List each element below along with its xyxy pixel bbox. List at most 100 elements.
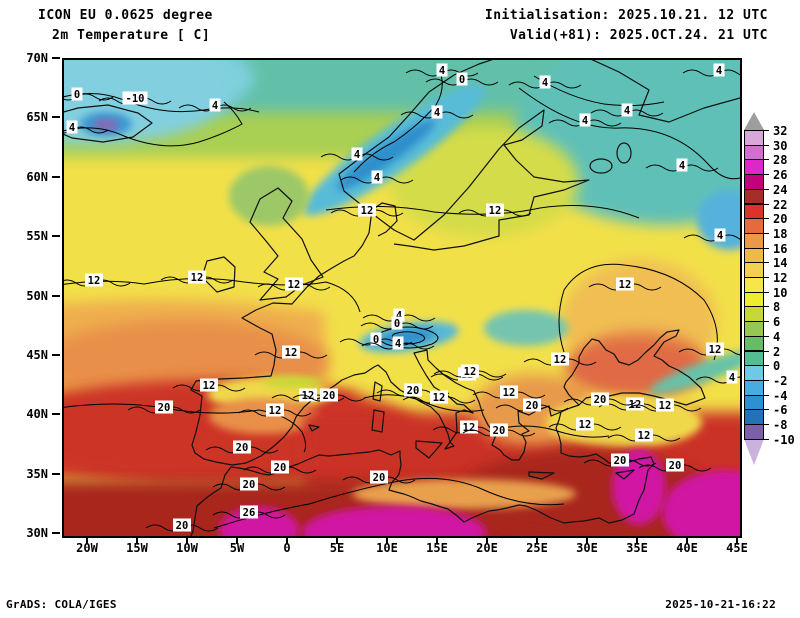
- contour-label-box: [436, 63, 448, 77]
- contour-label-value: 12: [464, 366, 477, 378]
- colorbar-segment: [744, 144, 764, 161]
- lat-tick-label: 60N: [26, 169, 48, 184]
- colorbar-tick-label: 6: [773, 315, 781, 330]
- contour-label-box: [209, 98, 221, 112]
- temperature-map: 0-10444044444444121212121212400412121212…: [62, 58, 742, 538]
- lon-tick: [536, 536, 538, 544]
- contour-label-box: [461, 364, 479, 378]
- colorbar-tick: [744, 159, 769, 161]
- colorbar-segment: [744, 247, 764, 264]
- contour-label-value: 12: [659, 400, 672, 412]
- contour-label-value: 20: [176, 520, 189, 532]
- colorbar-segment: [744, 394, 764, 411]
- contour-label-box: [285, 277, 303, 291]
- colorbar-tick: [744, 335, 769, 337]
- colorbar-tick-label: 30: [773, 138, 788, 153]
- lon-tick-label: 15W: [126, 541, 148, 555]
- colorbar-segment: [744, 232, 764, 249]
- colorbar-tick-label: -4: [773, 388, 788, 403]
- colorbar-tick-label: 24: [773, 182, 788, 197]
- contour-label-box: [351, 147, 363, 161]
- contour-label-value: 12: [269, 405, 282, 417]
- contour-label-box: [240, 477, 258, 491]
- contour-label-value: 20: [614, 455, 627, 467]
- lon-tick: [186, 536, 188, 544]
- lon-tick-label: 40E: [676, 541, 698, 555]
- contour-label-box: [551, 352, 569, 366]
- colorbar-segment: [744, 277, 764, 293]
- contour-label-box: [713, 63, 725, 77]
- grads-credit: GrADS: COLA/IGES: [6, 598, 117, 611]
- lat-tick: [52, 116, 60, 119]
- lon-tick: [486, 536, 488, 544]
- lon-tick: [286, 536, 288, 544]
- contour-label-value: 4: [396, 310, 402, 322]
- colorbar-tick-label: 8: [773, 300, 781, 315]
- contour-label-box: [392, 336, 404, 350]
- lon-tick: [636, 536, 638, 544]
- contour-label-value: 12: [191, 272, 204, 284]
- lon-tick-label: 30E: [576, 541, 598, 555]
- contour-label-box: [371, 170, 383, 184]
- model-title: ICON EU 0.0625 degree: [38, 8, 213, 23]
- contour-label-box: [173, 518, 191, 532]
- colorbar-segment: [744, 203, 764, 220]
- colorbar-tick-label: 20: [773, 212, 788, 227]
- lat-tick: [52, 532, 60, 534]
- colorbar-tick: [744, 218, 769, 220]
- contour-label-box: [66, 120, 78, 134]
- valid-time: Valid(+81): 2025.OCT.24. 21 UTC: [509, 28, 768, 43]
- contour-label-box: [233, 440, 251, 454]
- lon-tick-label: 25E: [526, 541, 548, 555]
- contour-label-box: [676, 158, 688, 172]
- colorbar-tick-label: 0: [773, 359, 781, 374]
- lat-tick: [52, 294, 60, 297]
- contour-label-value: 20: [493, 425, 506, 437]
- contour-label-value: 0: [373, 334, 379, 346]
- colorbar-tick-label: 32: [773, 124, 788, 138]
- colorbar-segment: [744, 188, 764, 205]
- contour-label-value: 4: [374, 172, 380, 184]
- colorbar-tick: [744, 379, 769, 381]
- contour-label-box: [500, 385, 518, 399]
- contour-label-value: 20: [594, 394, 607, 406]
- contour-label-box: [391, 316, 403, 330]
- contour-label-value: 20: [243, 479, 256, 491]
- contour-label-box: [576, 417, 594, 431]
- lon-tick-label: 15E: [426, 541, 448, 555]
- contour-label-box: [430, 390, 448, 404]
- contour-label-box: [486, 203, 504, 217]
- contour-label-box: [393, 308, 405, 322]
- contour-label-value: 20: [669, 460, 682, 472]
- lon-tick: [336, 536, 338, 544]
- contour-label-box: [299, 388, 317, 402]
- contour-label-value: 12: [503, 387, 516, 399]
- lon-tick-label: 20W: [76, 541, 98, 555]
- colorbar-segment: [744, 306, 764, 323]
- contour-label-value: 4: [439, 65, 445, 77]
- colorbar-tick: [744, 365, 769, 367]
- lon-tick-label: 35E: [626, 541, 648, 555]
- colorbar-tick: [744, 394, 769, 396]
- colorbar-tick-label: -10: [773, 432, 795, 447]
- colorbar-tick: [744, 247, 769, 249]
- colorbar-tick-label: 4: [773, 329, 781, 344]
- colorbar-tick-label: 2: [773, 344, 781, 359]
- contour-label-box: [282, 345, 300, 359]
- colorbar-tick-label: 22: [773, 197, 788, 212]
- contour-label-value: 4: [354, 149, 360, 161]
- contour-label-value: 12: [285, 347, 298, 359]
- contour-label-box: [320, 388, 338, 402]
- contour-label-value: 20: [407, 385, 420, 397]
- contour-label-box: [266, 403, 284, 417]
- colorbar-tick: [744, 306, 769, 308]
- contour-label-value: 4: [212, 100, 218, 112]
- contour-label-value: 12: [203, 380, 216, 392]
- colorbar-segment: [744, 409, 764, 425]
- colorbar-tick: [744, 321, 769, 323]
- contour-label-value: 4: [434, 107, 440, 119]
- colorbar-segment: [744, 424, 764, 440]
- contour-label-box: [714, 228, 726, 242]
- variable-title: 2m Temperature [ C]: [52, 28, 211, 43]
